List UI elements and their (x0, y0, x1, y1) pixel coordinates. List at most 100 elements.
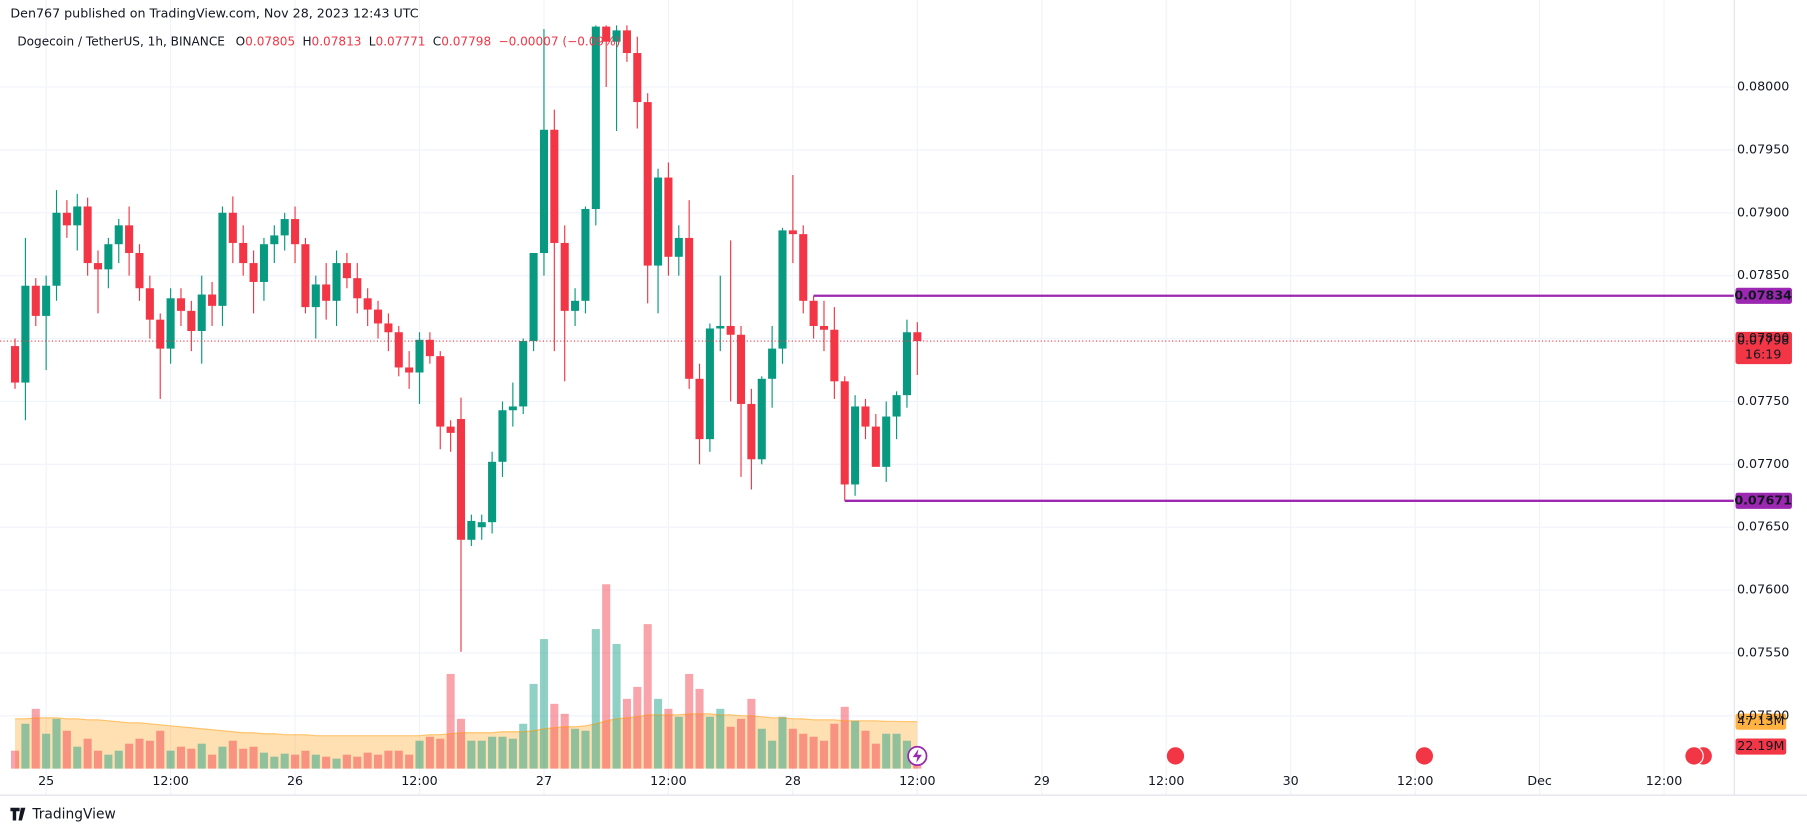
x-tick-label: 12:00 (152, 773, 188, 788)
x-tick-label: 12:00 (401, 773, 437, 788)
candle-body (280, 219, 289, 236)
volume-bar (73, 746, 82, 769)
price-pane (11, 25, 922, 652)
candle-body (840, 381, 849, 485)
candle-body (809, 300, 818, 326)
candle-body (612, 30, 621, 42)
candle-body (363, 298, 372, 310)
event-icon-glyph (912, 749, 922, 763)
symbol: Dogecoin / TetherUS, 1h, BINANCE (17, 34, 225, 48)
logo (10, 807, 26, 821)
countdown-label: 16:19 (1745, 346, 1781, 361)
x-tick-label: 26 (287, 773, 303, 788)
candle-body (871, 426, 880, 467)
volume-bar (384, 750, 393, 769)
volume-bar (799, 733, 808, 769)
volume-bar (280, 753, 289, 769)
volume-bar (249, 746, 258, 769)
volume-bar (467, 740, 476, 769)
volume-bar (498, 736, 507, 769)
volume-bar (747, 698, 756, 769)
volume-bar (301, 750, 310, 769)
volume-bar (882, 733, 891, 769)
candle-body (31, 285, 40, 316)
volume-bar (363, 752, 372, 769)
volume-bar (197, 743, 206, 769)
candle-body (446, 426, 455, 433)
event-icon[interactable] (1165, 746, 1186, 766)
last-price-box (1735, 331, 1792, 365)
volume-bar (291, 754, 300, 769)
volume-bar (93, 750, 103, 769)
candle-body (291, 219, 300, 245)
candle-body (757, 378, 766, 460)
candle-body (529, 253, 538, 342)
volume-bar (145, 740, 154, 769)
candle-body (705, 328, 714, 440)
legend-value: 0.07771 (376, 34, 426, 48)
candle-body (135, 253, 144, 289)
volume-bar (809, 736, 818, 769)
candle-body (591, 26, 600, 209)
volume-bar (353, 756, 362, 769)
level-label: 0.07671 (1734, 492, 1792, 507)
candle-body (114, 225, 123, 245)
volume-bar (425, 736, 434, 769)
event-icon[interactable] (1414, 746, 1435, 766)
volume-bar (11, 750, 20, 769)
volume-bar (508, 738, 517, 769)
volume-bar (373, 754, 383, 769)
x-tick-label: 12:00 (899, 773, 935, 788)
candle-body (851, 406, 860, 485)
volume-bar (208, 754, 217, 769)
event-icon[interactable] (1684, 746, 1704, 766)
candle-body (373, 309, 383, 324)
volume-last-label: 22.19M (1737, 738, 1784, 753)
volume-bar (788, 728, 797, 769)
volume-bar (612, 644, 621, 769)
volume-bar (685, 673, 694, 769)
volume-bar (560, 713, 569, 769)
volume-bar (135, 738, 144, 769)
x-tick-label: 12:00 (650, 773, 686, 788)
candle-body (571, 300, 580, 311)
candle-body (861, 406, 870, 427)
volume-bar (415, 740, 424, 769)
candle-body (664, 177, 673, 257)
volume-bar (633, 686, 642, 769)
candle-body (539, 129, 548, 254)
candle-body (394, 332, 403, 368)
legend-value: 0.07798 (441, 34, 491, 48)
volume-ma-line (15, 713, 918, 737)
candle-body (156, 319, 165, 349)
candle-body (145, 288, 154, 320)
volume-bar (270, 756, 279, 769)
candle-body (788, 230, 797, 235)
candle-body (21, 285, 30, 383)
candle-body (208, 294, 217, 306)
candle-body (768, 348, 777, 379)
volume-bar (166, 750, 175, 769)
volume-bar (851, 720, 860, 769)
events (907, 745, 1714, 767)
volume-bar (664, 708, 673, 769)
candle-body (249, 263, 258, 282)
volume-ma-area (15, 713, 918, 769)
candle-body (259, 244, 268, 282)
x-tick-label: 12:00 (1397, 773, 1433, 788)
volume-bar (695, 688, 704, 769)
volume-bar (259, 752, 268, 769)
candle-body (270, 235, 279, 245)
volume-bar (218, 746, 227, 769)
volume-bar (104, 754, 113, 769)
y-tick-label: 0.07650 (1737, 519, 1789, 534)
candle-body (550, 129, 559, 243)
volume-bar (176, 746, 186, 769)
y-tick-label: 0.07850 (1737, 267, 1789, 282)
candle-body (519, 341, 528, 407)
volume-bar (125, 743, 134, 769)
volume-ma-box (1735, 713, 1787, 730)
last-price-label: 0.07798 (1737, 333, 1789, 348)
x-tick-label: 29 (1034, 773, 1050, 788)
